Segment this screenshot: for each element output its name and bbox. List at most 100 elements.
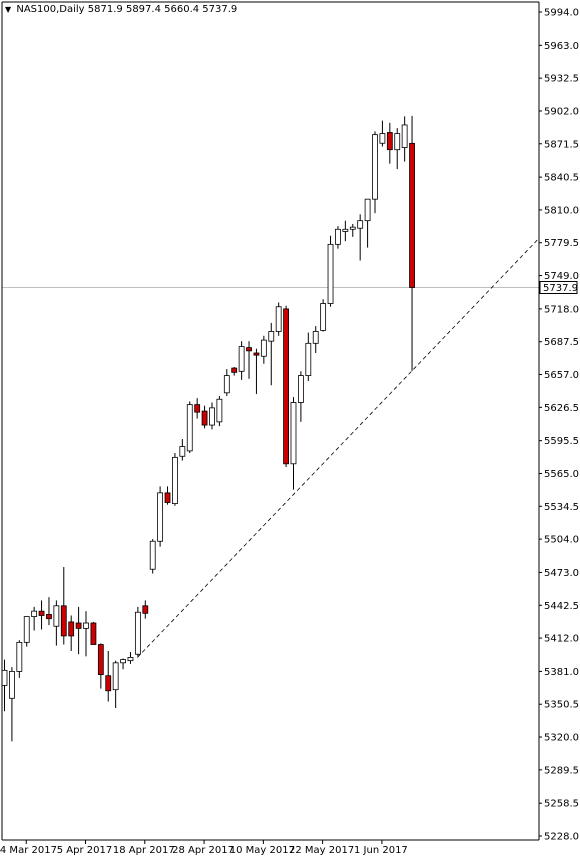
candle-body — [127, 657, 134, 662]
current-price-label: 5737.9 — [543, 283, 578, 294]
candle — [97, 643, 104, 689]
candle — [179, 439, 186, 461]
candle-body — [164, 492, 171, 503]
candle-body — [90, 622, 97, 645]
triangle-down-icon[interactable]: ▼ — [5, 5, 12, 14]
candle — [209, 402, 215, 430]
ohlc-values: 5871.9 5897.4 5660.4 5737.9 — [87, 4, 238, 15]
candle-body — [275, 306, 282, 332]
candle — [53, 600, 60, 646]
candle — [386, 122, 393, 164]
candle — [23, 616, 30, 647]
candle-body — [223, 375, 230, 394]
symbol-label: NAS100,Daily — [16, 4, 85, 15]
candle-body — [9, 671, 15, 699]
candle-body — [157, 492, 164, 542]
candle — [342, 220, 349, 242]
candle — [253, 348, 260, 394]
candle — [312, 326, 319, 354]
candle — [31, 606, 38, 631]
candle-body — [394, 133, 401, 151]
candle-body — [46, 614, 52, 620]
candle-body — [327, 243, 334, 304]
candle-body — [201, 410, 208, 426]
candle — [38, 600, 45, 630]
candle — [246, 341, 252, 379]
y-tick-label: 5626.5 — [544, 403, 579, 414]
candle — [157, 486, 164, 547]
x-tick-label: 5 Apr 2017 — [57, 845, 112, 856]
candle-body — [1, 669, 8, 686]
candle-body — [342, 228, 349, 232]
candle — [349, 223, 356, 237]
candle-body — [120, 659, 126, 664]
current-price-box — [539, 280, 578, 294]
y-tick-label: 5565.0 — [544, 469, 579, 480]
trendline[interactable] — [137, 237, 540, 658]
candle — [364, 198, 371, 248]
chart-header: ▼ NAS100,Daily 5871.9 5897.4 5660.4 5737… — [5, 4, 237, 15]
candle — [327, 235, 334, 307]
candle — [16, 640, 23, 678]
candle — [46, 597, 52, 626]
y-tick-label: 5412.0 — [544, 634, 579, 645]
candle-body — [357, 220, 364, 229]
candle-body — [75, 622, 82, 629]
candle-body — [290, 402, 297, 465]
candle-body — [238, 346, 245, 372]
candle — [201, 405, 208, 429]
candle — [283, 305, 289, 468]
candle — [68, 615, 75, 651]
y-tick-label: 5810.0 — [544, 205, 579, 216]
candle-body — [349, 226, 356, 230]
candle-body — [312, 331, 319, 344]
candle-body — [386, 132, 393, 151]
candle-body — [231, 367, 238, 373]
candle — [275, 302, 282, 336]
candle — [394, 128, 401, 170]
candle — [120, 658, 126, 670]
x-tick-label: 24 Mar 2017 — [0, 845, 57, 856]
candle — [149, 539, 156, 574]
y-tick-label: 5779.5 — [544, 238, 579, 249]
candle — [83, 611, 89, 657]
y-tick-label: 5749.0 — [544, 271, 579, 282]
candle — [268, 322, 275, 386]
candle — [1, 659, 8, 712]
y-tick-label: 5473.0 — [544, 568, 579, 579]
candle — [260, 335, 267, 364]
x-tick-label: 18 Apr 2017 — [113, 845, 175, 856]
candle-body — [253, 352, 260, 356]
candle-body — [97, 644, 104, 676]
candle — [172, 453, 178, 506]
candle — [231, 366, 238, 376]
candle — [9, 667, 15, 742]
candle — [409, 115, 415, 371]
y-tick-label: 5381.0 — [544, 667, 579, 678]
candle — [186, 401, 193, 454]
candle — [134, 606, 141, 657]
candle — [112, 660, 119, 708]
candle — [297, 371, 304, 422]
candle-body — [364, 198, 371, 222]
candle-body — [53, 605, 60, 627]
candle — [335, 226, 341, 249]
candle — [164, 486, 171, 505]
candle-body — [105, 675, 112, 692]
candle-body — [409, 142, 415, 288]
candle-body — [246, 347, 252, 352]
candle — [60, 567, 67, 645]
candle-body — [209, 407, 215, 426]
candle — [90, 621, 97, 645]
y-tick-label: 5687.5 — [544, 337, 579, 348]
candle — [372, 131, 378, 214]
candle-body — [31, 610, 38, 617]
y-tick-label: 5289.5 — [544, 765, 579, 776]
candle-body — [68, 621, 75, 637]
candle — [320, 299, 327, 332]
candle-body — [320, 303, 327, 331]
candle-body — [179, 446, 186, 457]
candle — [105, 650, 112, 702]
